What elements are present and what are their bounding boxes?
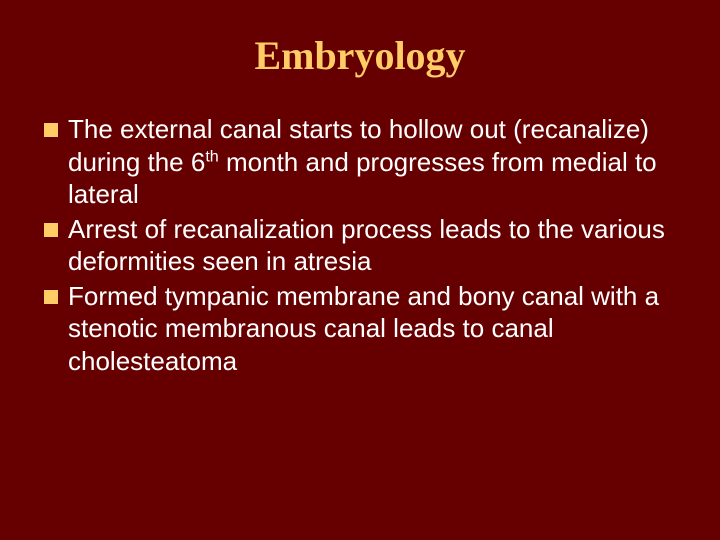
bullet-text: Arrest of recanalization process leads t… (68, 213, 676, 278)
list-item: Arrest of recanalization process leads t… (44, 213, 676, 278)
bullet-text: The external canal starts to hollow out … (68, 113, 676, 211)
bullet-square-icon (44, 223, 58, 237)
list-item: Formed tympanic membrane and bony canal … (44, 280, 676, 378)
bullet-square-icon (44, 123, 58, 137)
list-item: The external canal starts to hollow out … (44, 113, 676, 211)
bullet-text: Formed tympanic membrane and bony canal … (68, 280, 676, 378)
slide-content: The external canal starts to hollow out … (38, 113, 682, 377)
slide-title: Embryology (38, 32, 682, 79)
bullet-square-icon (44, 290, 58, 304)
